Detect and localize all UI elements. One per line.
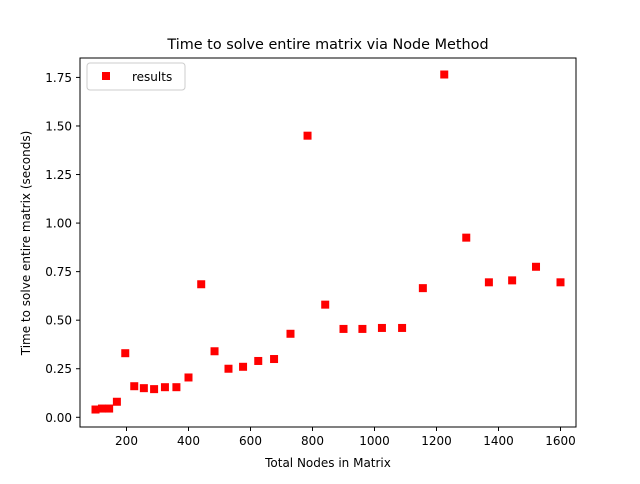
data-point [270,355,279,364]
data-point [139,384,148,393]
y-tick-label: 1.75 [45,71,72,85]
data-point [254,356,263,365]
data-point [377,323,386,332]
data-point [197,280,206,289]
data-point [339,324,348,333]
data-point [286,329,295,338]
data-point [160,383,169,392]
y-axis-label: Time to solve entire matrix (seconds) [19,131,33,357]
data-point [303,131,312,140]
data-point [321,300,330,309]
data-point [98,404,107,413]
y-tick-label: 0.00 [45,411,72,425]
axes-frame [79,57,577,428]
data-point [358,324,367,333]
data-point [508,276,517,285]
data-point [484,278,493,287]
x-axis-label: Total Nodes in Matrix [264,456,391,470]
data-point [440,70,449,79]
data-point [184,373,193,382]
data-point [121,349,130,358]
x-tick-label: 1600 [545,434,576,448]
chart-title: Time to solve entire matrix via Node Met… [166,37,488,53]
plot-area [79,57,577,428]
x-tick-label: 800 [301,434,324,448]
legend-marker [102,72,110,80]
data-point [105,404,114,413]
legend: results [86,62,186,91]
x-axis: 200 400 600 800 1000 1200 1400 1600 [115,427,576,448]
y-axis: 0.00 0.25 0.50 0.75 1.00 1.25 1.50 1.75 [45,71,80,425]
data-point [556,278,565,287]
x-tick-label: 200 [115,434,138,448]
y-tick-label: 1.25 [45,168,72,182]
data-point [398,323,407,332]
data-point [532,262,541,271]
data-point [239,362,248,371]
data-point [150,385,159,394]
data-point [91,405,100,414]
series-layer [91,70,565,414]
data-point [210,347,219,356]
x-tick-label: 1400 [483,434,514,448]
data-point [112,397,121,406]
data-point [462,233,471,242]
data-point [130,382,139,391]
legend-label: results [132,70,172,84]
data-point [224,364,233,373]
y-tick-label: 0.50 [45,314,72,328]
x-tick-label: 1000 [359,434,390,448]
y-tick-label: 1.50 [45,119,72,133]
x-tick-label: 1200 [421,434,452,448]
y-tick-label: 1.00 [45,217,72,231]
x-tick-label: 600 [239,434,262,448]
y-tick-label: 0.25 [45,362,72,376]
y-tick-label: 0.75 [45,265,72,279]
x-tick-label: 400 [177,434,200,448]
data-point [172,383,181,392]
legend-box [86,62,186,91]
data-point [418,284,427,293]
